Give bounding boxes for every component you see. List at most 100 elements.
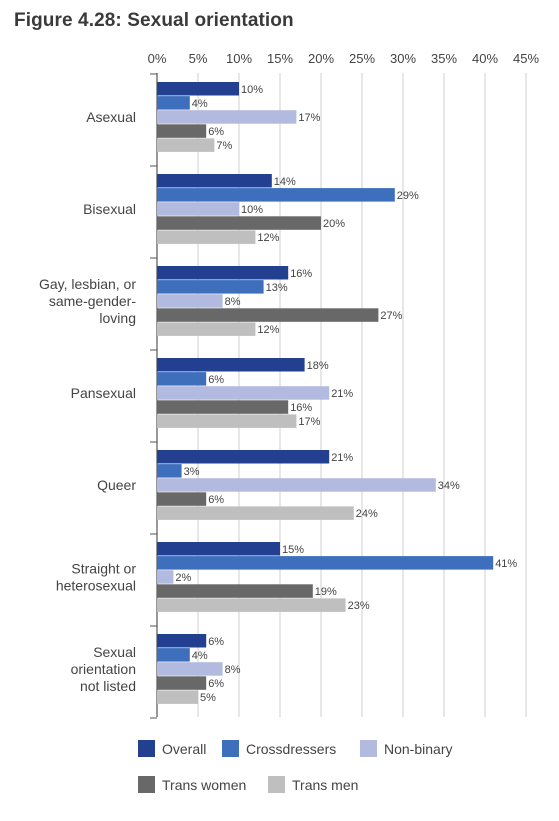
data-label: 5% <box>200 692 216 704</box>
x-tick-label: 25% <box>349 51 375 66</box>
x-tick-label: 15% <box>267 51 293 66</box>
category-label: loving <box>99 310 136 326</box>
data-label: 10% <box>241 84 263 96</box>
x-tick-label: 45% <box>513 51 539 66</box>
bar <box>157 570 174 584</box>
bar <box>157 506 354 520</box>
category-label: Bisexual <box>83 201 136 217</box>
data-label: 27% <box>380 310 402 322</box>
data-label: 15% <box>282 544 304 556</box>
data-label: 6% <box>208 126 224 138</box>
bar <box>157 648 190 662</box>
bar <box>157 266 289 280</box>
legend-swatch <box>138 776 155 793</box>
bar <box>157 308 379 322</box>
data-label: 10% <box>241 204 263 216</box>
bar <box>157 372 207 386</box>
data-label: 29% <box>397 190 419 202</box>
x-tick-label: 35% <box>431 51 457 66</box>
category-label: same-gender- <box>49 293 136 309</box>
data-label: 6% <box>208 678 224 690</box>
bar <box>157 450 330 464</box>
category-label: Pansexual <box>71 385 136 401</box>
data-label: 6% <box>208 374 224 386</box>
bar <box>157 202 239 216</box>
bar <box>157 322 256 336</box>
data-label: 16% <box>290 402 312 414</box>
data-label: 17% <box>298 112 320 124</box>
bar <box>157 662 223 676</box>
legend-label: Trans men <box>292 777 358 793</box>
legend: Overall Crossdressers Non-binary Trans wome… <box>138 740 452 793</box>
category-label: Sexual <box>93 644 136 660</box>
bar <box>157 556 494 570</box>
x-tick-label: 5% <box>189 51 208 66</box>
bar <box>157 492 207 506</box>
data-label: 21% <box>331 388 353 400</box>
category-label: Queer <box>97 477 136 493</box>
bar <box>157 400 289 414</box>
data-label: 13% <box>266 282 288 294</box>
category-label: not listed <box>80 678 136 694</box>
x-tick-label: 0% <box>148 51 167 66</box>
legend-label: Trans women <box>162 777 246 793</box>
legend-label: Crossdressers <box>246 741 336 757</box>
bar <box>157 294 223 308</box>
bar <box>157 138 215 152</box>
bar <box>157 584 313 598</box>
bar <box>157 216 321 230</box>
bar <box>157 174 272 188</box>
data-label: 12% <box>257 324 279 336</box>
x-tick-label: 40% <box>472 51 498 66</box>
x-tick-label: 20% <box>308 51 334 66</box>
bar <box>157 230 256 244</box>
data-label: 8% <box>225 664 241 676</box>
data-label: 20% <box>323 218 345 230</box>
data-label: 23% <box>348 600 370 612</box>
data-label: 6% <box>208 494 224 506</box>
bar <box>157 110 297 124</box>
category-label: orientation <box>71 661 136 677</box>
data-label: 4% <box>192 98 208 110</box>
data-label: 8% <box>225 296 241 308</box>
data-label: 34% <box>438 480 460 492</box>
bar <box>157 96 190 110</box>
bar <box>157 188 395 202</box>
data-label: 7% <box>216 140 232 152</box>
bar <box>157 478 436 492</box>
data-label: 24% <box>356 508 378 520</box>
data-label: 41% <box>495 558 517 570</box>
category-label: Straight or <box>71 560 136 576</box>
bar <box>157 386 330 400</box>
bar <box>157 542 280 556</box>
data-label: 14% <box>274 176 296 188</box>
data-label: 6% <box>208 636 224 648</box>
bar <box>157 690 198 704</box>
data-label: 21% <box>331 452 353 464</box>
legend-label: Non-binary <box>384 741 452 757</box>
category-label: Gay, lesbian, or <box>39 276 136 292</box>
data-label: 2% <box>175 572 191 584</box>
category-labels: Asexual Bisexual Gay, lesbian, orsame-gend… <box>39 109 136 694</box>
bar <box>157 676 207 690</box>
category-label: heterosexual <box>56 577 136 593</box>
data-label: 16% <box>290 268 312 280</box>
legend-swatch <box>138 740 155 757</box>
legend-swatch <box>360 740 377 757</box>
bar <box>157 358 305 372</box>
x-axis-ticks: 0% 5% 10% 15% 20% 25% 30% 35% 40% 45% <box>148 51 540 66</box>
bar <box>157 634 207 648</box>
x-tick-label: 30% <box>390 51 416 66</box>
category-label: Asexual <box>86 109 136 125</box>
data-label: 12% <box>257 232 279 244</box>
bar <box>157 414 297 428</box>
legend-label: Overall <box>162 741 206 757</box>
data-label: 17% <box>298 416 320 428</box>
legend-swatch <box>268 776 285 793</box>
x-tick-label: 10% <box>226 51 252 66</box>
bar <box>157 82 239 96</box>
data-label: 3% <box>184 466 200 478</box>
bar <box>157 464 182 478</box>
data-label: 19% <box>315 586 337 598</box>
